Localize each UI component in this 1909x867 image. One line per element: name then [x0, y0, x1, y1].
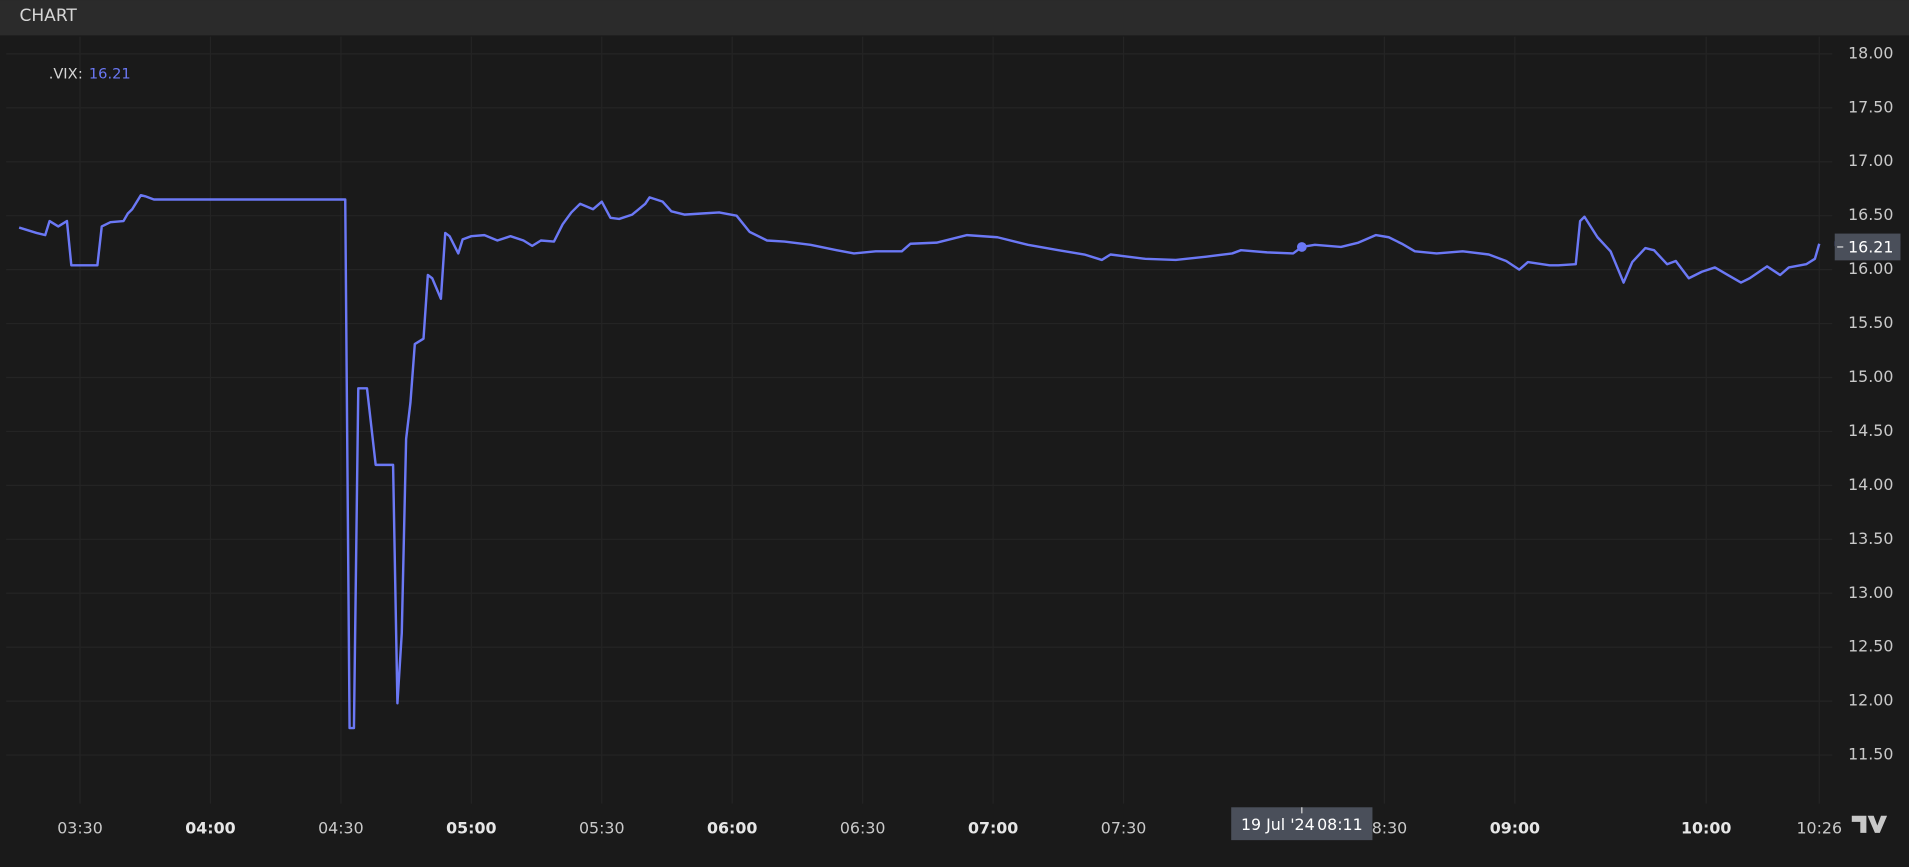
y-tick-label: 12.50 — [1848, 637, 1893, 656]
plot — [18, 193, 1821, 730]
x-tick-label: 03:30 — [57, 819, 103, 838]
y-tick-label: 13.50 — [1848, 529, 1893, 548]
crosshair-point — [1296, 242, 1307, 252]
legend-separator: : — [78, 65, 83, 82]
y-tick-label: 18.00 — [1848, 43, 1893, 62]
tv-logo — [1851, 815, 1888, 833]
header-title: CHART — [19, 6, 77, 26]
y-tick-label: 17.00 — [1848, 151, 1893, 170]
legend-value: 16.21 — [89, 65, 131, 82]
y-tick-label: 16.00 — [1848, 259, 1893, 278]
x-tick-label: 04:30 — [318, 819, 364, 838]
crosshair-y-box — [1834, 233, 1901, 261]
y-tick-label: 15.00 — [1848, 367, 1893, 386]
x-tick-label: 06:00 — [707, 819, 757, 838]
x-tick-label: 07:30 — [1101, 819, 1147, 838]
grid — [6, 36, 1833, 804]
legend-name: .VIX — [49, 65, 78, 82]
x-tick-label: 04:00 — [185, 819, 235, 838]
x-tick-label: 06:30 — [840, 819, 886, 838]
y-tick-label: 14.50 — [1848, 421, 1893, 440]
y-tick-label: 16.50 — [1848, 205, 1893, 224]
crosshair-date: 19 Jul '24 — [1241, 815, 1315, 834]
logo — [1851, 815, 1888, 833]
y-tick-label: 12.00 — [1848, 691, 1893, 710]
y-tick-label: 15.50 — [1848, 313, 1893, 332]
y-tick-label: 13.00 — [1848, 583, 1893, 602]
legend: .VIX : 16.21 — [49, 65, 131, 82]
header-bar — [0, 0, 1909, 36]
x-tick-label: 07:00 — [968, 819, 1018, 838]
series-line — [18, 193, 1821, 730]
x-tick-label: 10:26 — [1796, 819, 1842, 838]
crosshair-time: 08:11 — [1317, 815, 1363, 834]
y-tick-label: 11.50 — [1848, 745, 1893, 764]
x-tick-label: 09:00 — [1490, 819, 1540, 838]
x-tick-label: 08:30 — [1362, 819, 1408, 838]
y-tick-label: 17.50 — [1848, 97, 1893, 116]
crosshair-value: 16.21 — [1848, 238, 1893, 257]
x-tick-label: 05:00 — [446, 819, 496, 838]
y-tick-label: 14.00 — [1848, 475, 1893, 494]
x-tick-label: 05:30 — [579, 819, 625, 838]
axes: 11.50 12.00 12.50 13.00 13.50 14.00 14.50 15.00… — [57, 43, 1901, 841]
x-tick-label: 10:00 — [1681, 819, 1731, 838]
